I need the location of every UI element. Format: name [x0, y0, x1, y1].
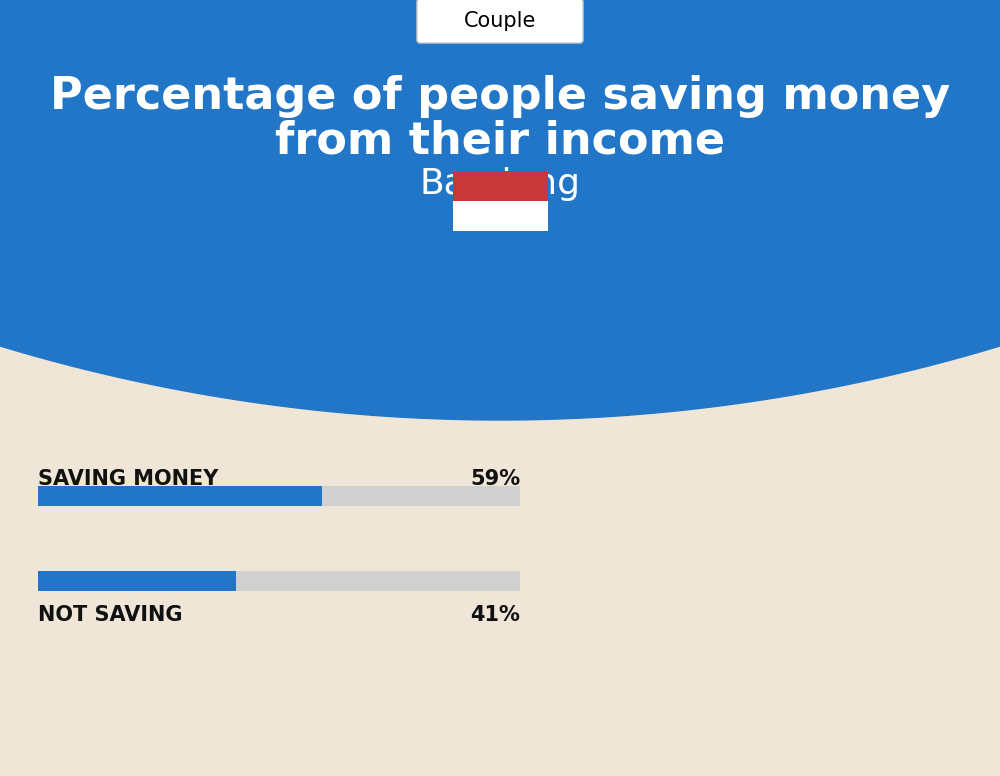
Bar [452, 171, 548, 201]
Text: from their income: from their income [275, 120, 725, 162]
Bar [452, 201, 548, 231]
FancyBboxPatch shape [417, 0, 583, 43]
Bar [38, 571, 520, 591]
Polygon shape [0, 0, 1000, 420]
Bar [38, 486, 520, 506]
Bar [38, 486, 322, 506]
Text: NOT SAVING: NOT SAVING [38, 605, 182, 625]
Text: 59%: 59% [470, 469, 520, 489]
Text: Couple: Couple [464, 11, 536, 31]
Text: Bandung: Bandung [420, 167, 580, 201]
Text: SAVING MONEY: SAVING MONEY [38, 469, 218, 489]
Text: Percentage of people saving money: Percentage of people saving money [50, 74, 950, 117]
Text: 41%: 41% [470, 605, 520, 625]
Bar [38, 571, 236, 591]
